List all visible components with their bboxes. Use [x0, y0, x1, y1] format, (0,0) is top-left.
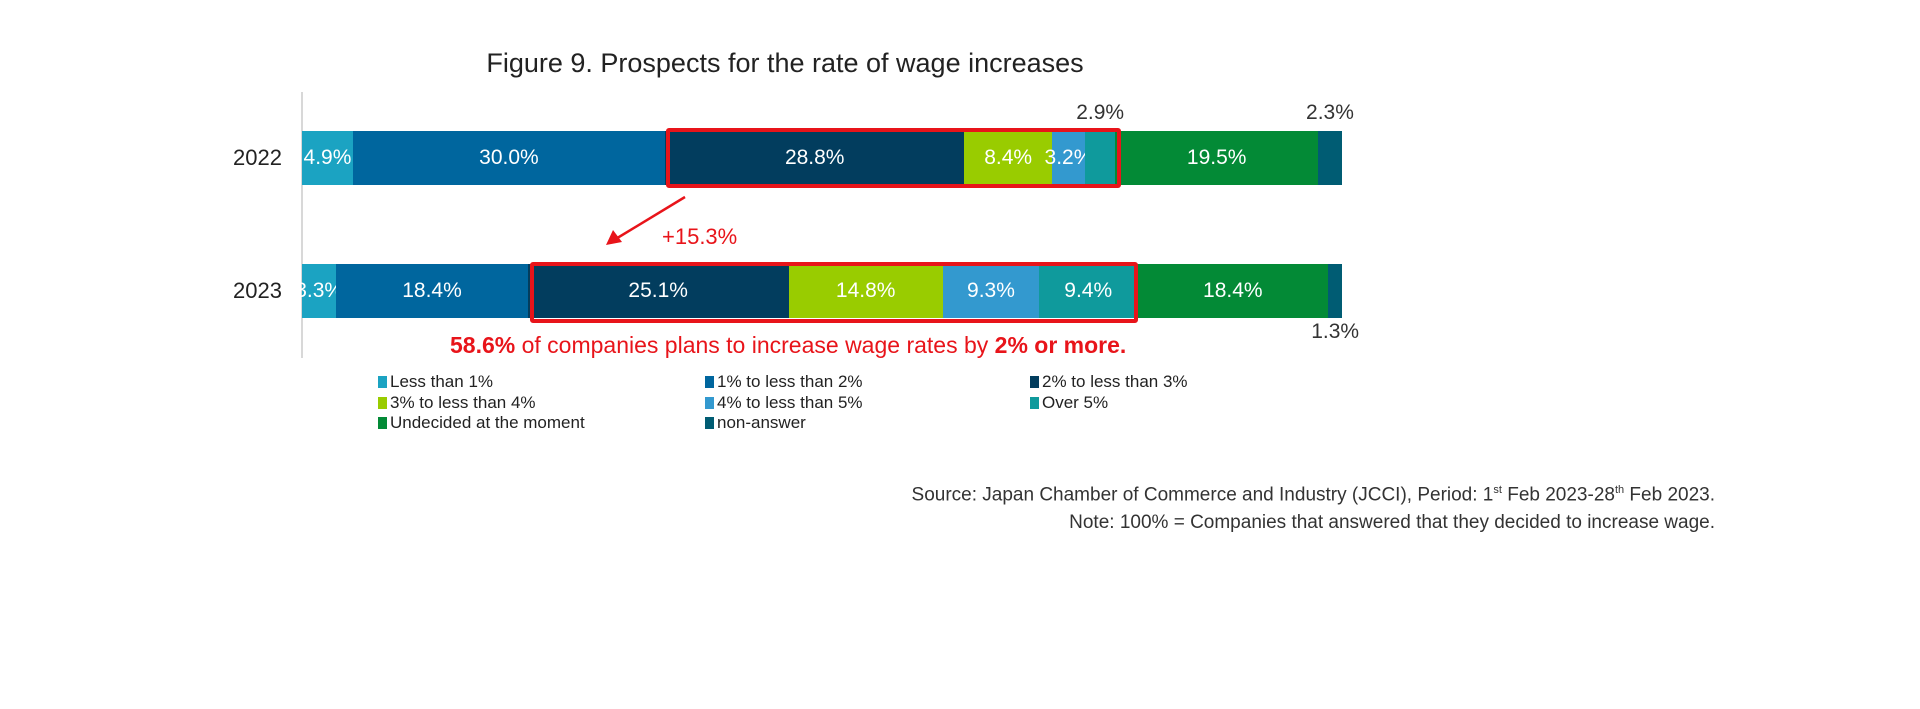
legend-swatch — [1030, 397, 1039, 409]
legend-label: 4% to less than 5% — [717, 393, 863, 412]
legend-item: 2% to less than 3% — [1030, 372, 1188, 392]
data-label: 8.4% — [984, 146, 1033, 169]
data-label: 18.4% — [1203, 279, 1263, 302]
bar-segment: 3.2% — [1045, 131, 1092, 185]
data-label: 4.9% — [303, 146, 352, 169]
source-text: Feb 2023. — [1624, 484, 1715, 506]
bar-segment: 4.9% — [302, 131, 353, 185]
legend-item: Undecided at the moment — [378, 413, 585, 433]
data-label: 3.2% — [1044, 146, 1093, 169]
data-label: 9.3% — [967, 279, 1015, 302]
y-tick-label-2022: 2022 — [233, 145, 282, 170]
note-threshold: 2% or more. — [994, 332, 1127, 358]
bar-segment: 28.8% — [664, 131, 965, 185]
bar-segment — [1328, 264, 1342, 318]
legend-swatch — [705, 397, 714, 409]
highlight-box-2022 — [666, 128, 1121, 188]
legend-item: 3% to less than 4% — [378, 393, 536, 413]
data-label: 18.4% — [402, 279, 462, 302]
bar-segment: 8.4% — [964, 131, 1052, 185]
source-text: Feb 2023-28 — [1501, 484, 1615, 506]
data-label: 9.4% — [1064, 279, 1113, 302]
chart-title: Figure 9. Prospects for the rate of wage… — [486, 48, 1084, 78]
legend-item: non-answer — [705, 413, 806, 433]
legend-swatch — [378, 397, 387, 409]
legend-label: 1% to less than 2% — [717, 372, 863, 391]
data-label: 19.5% — [1186, 146, 1247, 169]
legend-item: Over 5% — [1030, 393, 1108, 413]
source-sup: th — [1614, 484, 1625, 496]
note-percent: 58.6% — [450, 332, 516, 358]
source-text: Source: Japan Chamber of Commerce and In… — [911, 484, 1494, 506]
legend-swatch — [705, 417, 714, 429]
data-label: 30.0% — [479, 146, 539, 169]
data-label: 25.1% — [628, 279, 688, 302]
bar-segment: 3.3% — [295, 264, 343, 318]
data-label: 2.3% — [1306, 101, 1354, 124]
source-line: Source: Japan Chamber of Commerce and In… — [912, 484, 1715, 506]
legend-swatch — [378, 376, 387, 388]
legend-label: Over 5% — [1042, 393, 1109, 412]
bar-segment: 30.0% — [352, 131, 665, 185]
delta-annotation: +15.3% — [662, 224, 738, 249]
y-tick-label-2023: 2023 — [233, 278, 282, 303]
legend-item: 1% to less than 2% — [705, 372, 863, 392]
legend-swatch — [378, 417, 387, 429]
data-label: 1.3% — [1311, 320, 1360, 343]
legend-label: Less than 1% — [390, 372, 494, 391]
summary-note: 58.6% of companies plans to increase wag… — [450, 332, 1126, 359]
bar-segment: 9.4% — [1039, 264, 1138, 318]
source-sup: st — [1493, 484, 1502, 496]
bar-segment — [1318, 131, 1342, 185]
data-label: 2.9% — [1076, 101, 1125, 124]
highlight-box-2023 — [530, 262, 1138, 323]
note-text: of companies plans to increase wage rate… — [515, 332, 995, 358]
legend-item: Less than 1% — [378, 372, 493, 392]
legend-label: Undecided at the moment — [390, 413, 585, 432]
bar-segment: 18.4% — [1137, 264, 1329, 318]
arrow-icon — [606, 195, 686, 245]
legend-label: 2% to less than 3% — [1042, 372, 1188, 391]
legend-item: 4% to less than 5% — [705, 393, 863, 413]
bar-segment — [1085, 131, 1116, 185]
bar-segment: 25.1% — [527, 264, 789, 318]
bar-segment: 19.5% — [1115, 131, 1319, 185]
bar-segment: 14.8% — [788, 264, 943, 318]
data-label: 28.8% — [784, 146, 845, 169]
note-line: Note: 100% = Companies that answered tha… — [1069, 512, 1715, 533]
y-axis-line — [301, 92, 303, 358]
bar-segment: 9.3% — [942, 264, 1040, 318]
data-label: 14.8% — [835, 279, 896, 302]
legend-swatch — [705, 376, 714, 388]
legend-swatch — [1030, 376, 1039, 388]
data-label: 3.3% — [295, 279, 344, 302]
bar-segment: 18.4% — [336, 264, 528, 318]
legend-label: non-answer — [717, 413, 806, 432]
legend-label: 3% to less than 4% — [390, 393, 536, 412]
